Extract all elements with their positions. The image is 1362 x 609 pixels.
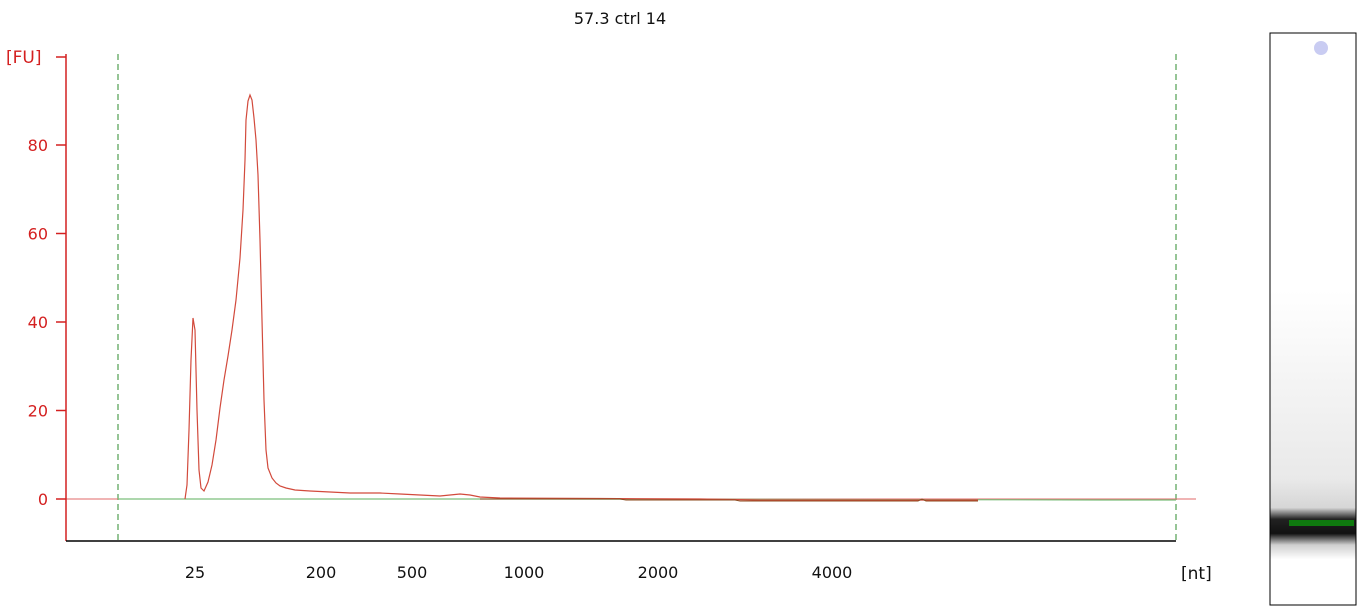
gel-lane-frame xyxy=(1269,32,1357,606)
upper-marker-spot xyxy=(1314,41,1328,55)
y-axis-unit-label: [FU] xyxy=(6,48,42,68)
overlay-trace xyxy=(480,498,978,502)
y-tick-label: 80 xyxy=(28,136,48,155)
y-tick-label: 0 xyxy=(38,490,48,509)
y-tick-label: 40 xyxy=(28,313,48,332)
y-tick-label: 60 xyxy=(28,225,48,244)
lower-marker-band xyxy=(1289,520,1354,526)
gel-lane xyxy=(1269,32,1357,606)
x-tick-label: 500 xyxy=(397,563,428,582)
x-tick-label: 4000 xyxy=(812,563,853,582)
x-tick-label: 1000 xyxy=(504,563,545,582)
x-tick-label: 200 xyxy=(306,563,337,582)
x-tick-label: 25 xyxy=(185,563,205,582)
y-axis-ticks: 0 20 40 60 80 xyxy=(28,56,66,509)
y-tick-label: 20 xyxy=(28,402,48,421)
x-axis-ticks: 25 200 500 1000 2000 4000 xyxy=(185,563,853,582)
x-axis-unit-label: [nt] xyxy=(1181,564,1212,584)
x-tick-label: 2000 xyxy=(638,563,679,582)
sample-trace xyxy=(184,93,978,501)
chart-title: 57.3 ctrl 14 xyxy=(574,9,666,28)
